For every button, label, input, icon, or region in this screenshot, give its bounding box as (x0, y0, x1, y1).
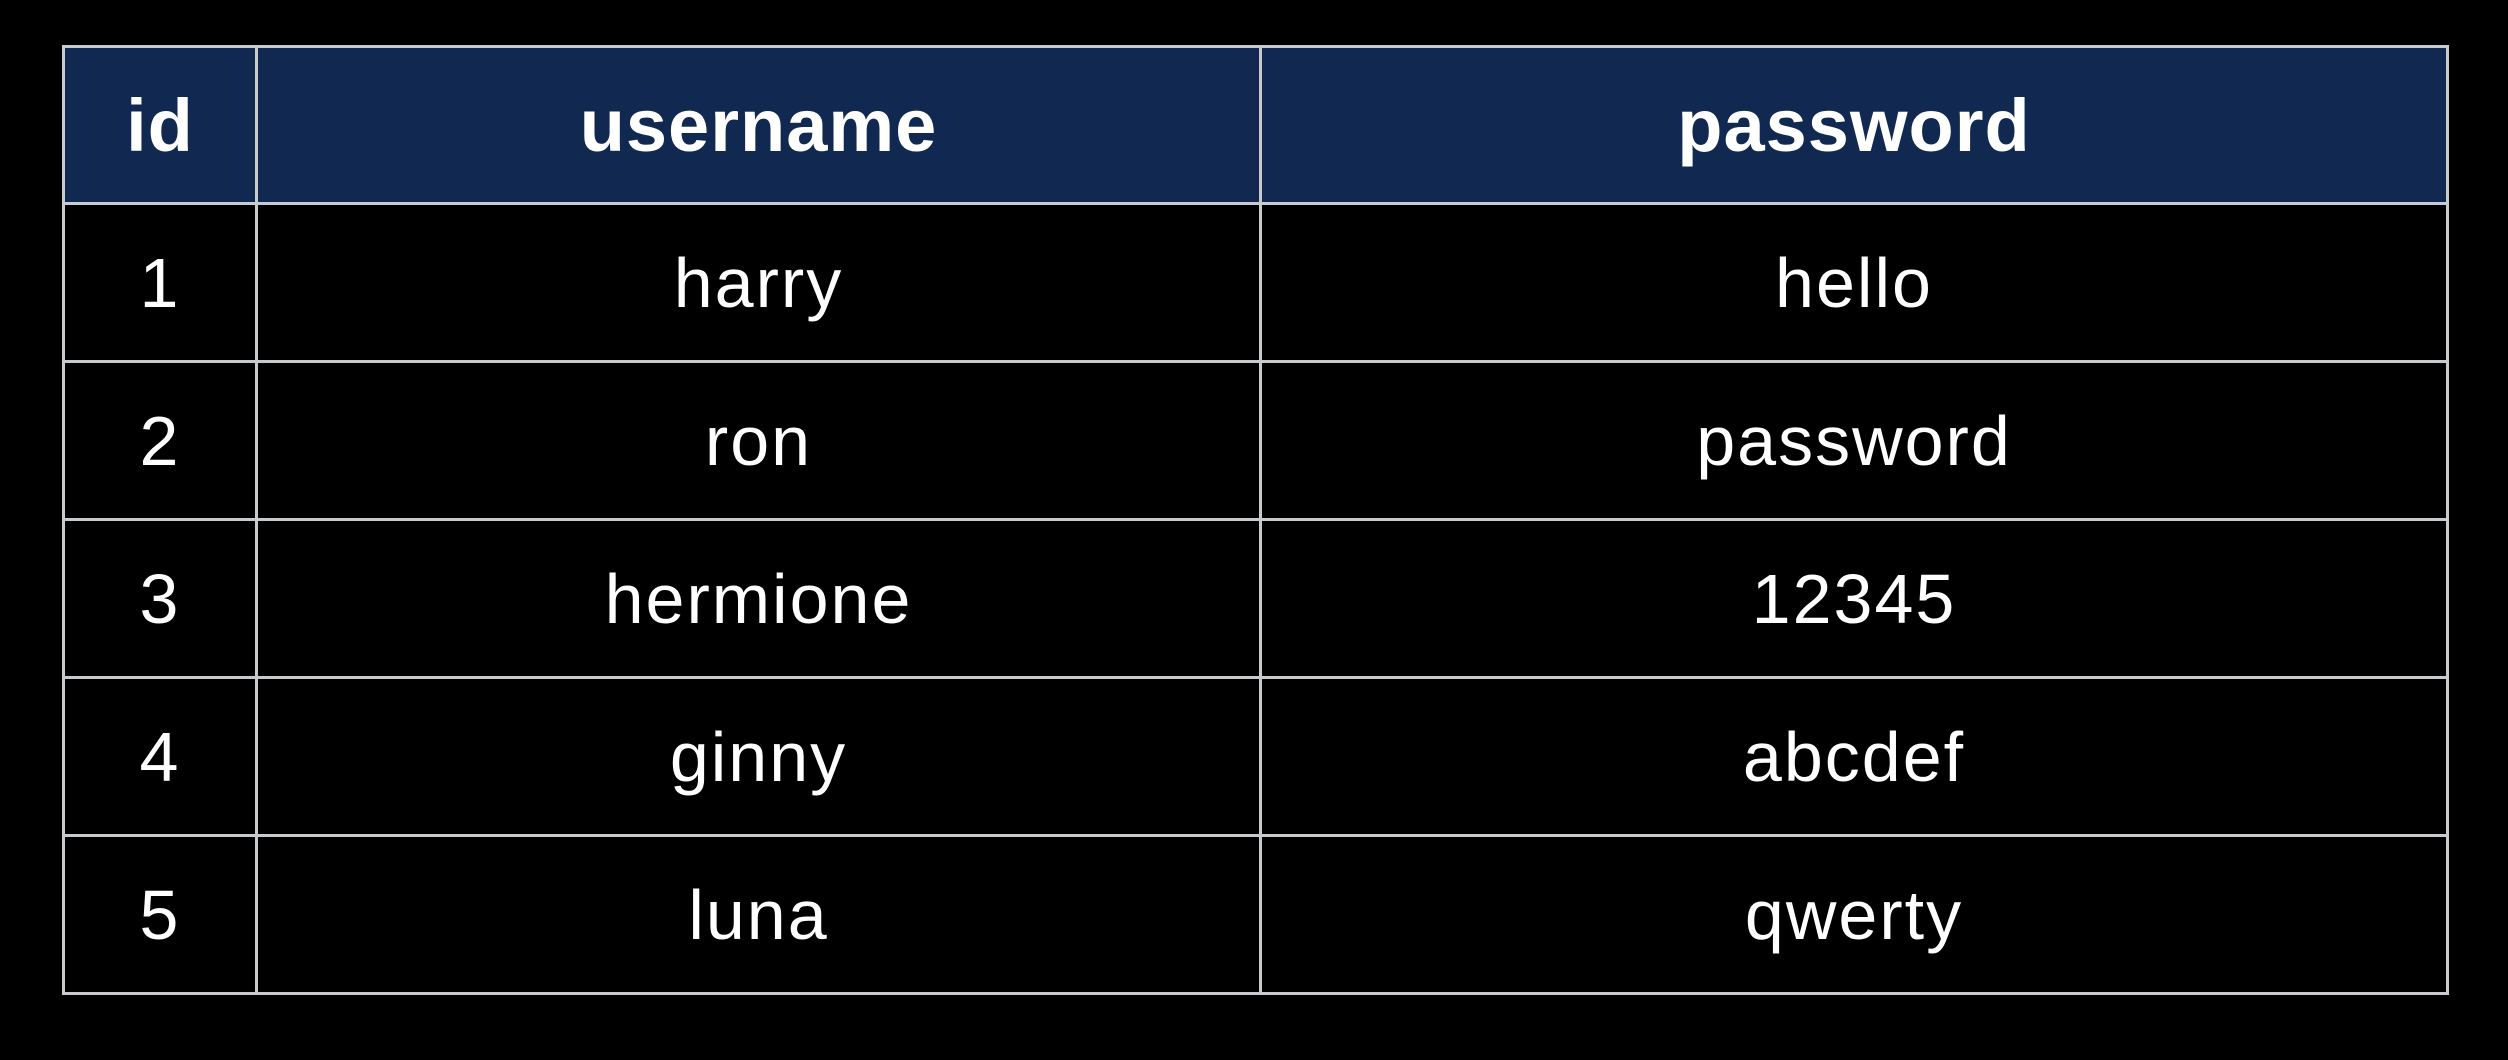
cell-id: 2 (62, 360, 258, 521)
cell-password: password (1259, 360, 2449, 521)
table-row: 5 luna qwerty (62, 834, 2449, 995)
table-row: 1 harry hello (62, 202, 2449, 363)
cell-username: ron (255, 360, 1262, 521)
cell-username: luna (255, 834, 1262, 995)
table-body: 1 harry hello 2 ron password 3 hermione … (62, 202, 2449, 995)
cell-id: 3 (62, 518, 258, 679)
cell-username: ginny (255, 676, 1262, 837)
column-header-id: id (62, 45, 258, 205)
header-row: id username password (62, 45, 2449, 205)
users-table-container: id username password 1 harry hello 2 ron… (62, 45, 2449, 995)
table-row: 4 ginny abcdef (62, 676, 2449, 837)
cell-id: 1 (62, 202, 258, 363)
cell-password: qwerty (1259, 834, 2449, 995)
cell-username: hermione (255, 518, 1262, 679)
cell-id: 4 (62, 676, 258, 837)
table-row: 2 ron password (62, 360, 2449, 521)
cell-id: 5 (62, 834, 258, 995)
users-table: id username password 1 harry hello 2 ron… (62, 45, 2449, 995)
column-header-password: password (1259, 45, 2449, 205)
cell-username: harry (255, 202, 1262, 363)
column-header-username: username (255, 45, 1262, 205)
cell-password: abcdef (1259, 676, 2449, 837)
table-row: 3 hermione 12345 (62, 518, 2449, 679)
cell-password: 12345 (1259, 518, 2449, 679)
table-header: id username password (62, 45, 2449, 205)
cell-password: hello (1259, 202, 2449, 363)
